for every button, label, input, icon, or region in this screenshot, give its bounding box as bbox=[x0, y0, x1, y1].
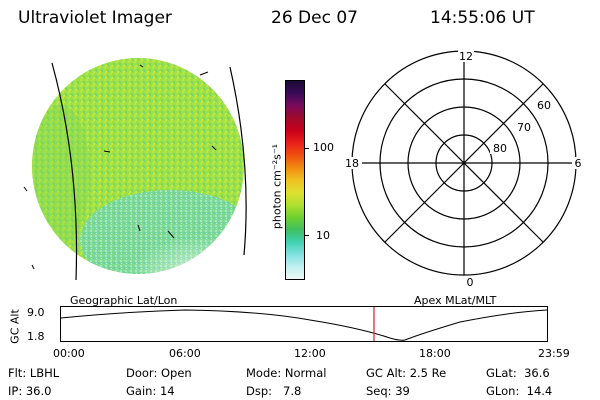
geographic-label: Geographic Lat/Lon bbox=[70, 294, 178, 307]
x-tick-0000: 00:00 bbox=[53, 347, 85, 360]
colorbar-ticks bbox=[305, 80, 309, 280]
colorbar-tick-10: 10 bbox=[316, 229, 330, 242]
glat-value: 36.6 bbox=[524, 366, 550, 380]
time-label: 14:55:06 UT bbox=[430, 8, 535, 28]
polar-label-right: 6 bbox=[575, 157, 582, 170]
ip-value: 36.0 bbox=[25, 384, 52, 398]
altitude-plot bbox=[60, 306, 548, 342]
x-tick-1200: 12:00 bbox=[294, 347, 326, 360]
dsp-info: Dsp: 7.8 bbox=[246, 384, 302, 398]
door-info: Door: Open bbox=[126, 366, 192, 380]
seq-info: Seq: 39 bbox=[366, 384, 410, 398]
gain-value: 14 bbox=[159, 384, 175, 398]
date-label: 26 Dec 07 bbox=[271, 8, 358, 28]
apex-label: Apex MLat/MLT bbox=[414, 294, 497, 307]
glon-info: GLon: 14.4 bbox=[486, 384, 553, 398]
ring-label-80: 80 bbox=[493, 142, 507, 155]
mode-value: Normal bbox=[284, 366, 327, 380]
uv-image-panel bbox=[23, 58, 247, 281]
x-tick-2359: 23:59 bbox=[538, 347, 570, 360]
instrument-title: Ultraviolet Imager bbox=[18, 8, 172, 28]
polar-label-top: 12 bbox=[459, 50, 473, 63]
ring-label-70: 70 bbox=[517, 121, 531, 134]
ip-info: IP: 36.0 bbox=[8, 384, 52, 398]
gcalt-value: 2.5 Re bbox=[409, 366, 447, 380]
x-tick-0600: 06:00 bbox=[169, 347, 201, 360]
grid-tick-marks bbox=[23, 64, 217, 270]
x-tick-1800: 18:00 bbox=[419, 347, 451, 360]
altitude-y-tick-max: 9.0 bbox=[27, 306, 45, 319]
door-value: Open bbox=[160, 366, 192, 380]
filter-value: LBHL bbox=[29, 366, 60, 380]
glon-value: 14.4 bbox=[526, 384, 553, 398]
altitude-curve bbox=[60, 309, 548, 341]
dsp-value: 7.8 bbox=[283, 384, 302, 398]
colorbar bbox=[285, 80, 305, 280]
longitude-line-right bbox=[229, 66, 247, 256]
gain-info: Gain: 14 bbox=[126, 384, 175, 398]
longitude-line-left bbox=[51, 62, 78, 281]
altitude-y-tick-min: 1.8 bbox=[27, 330, 45, 343]
seq-value: 39 bbox=[395, 384, 410, 398]
polar-label-left: 18 bbox=[345, 157, 359, 170]
mode-info: Mode: Normal bbox=[246, 366, 327, 380]
polar-plot: 12 0 18 6 60 70 80 bbox=[342, 50, 584, 289]
gcalt-info: GC Alt: 2.5 Re bbox=[366, 366, 447, 380]
altitude-y-label: GC Alt bbox=[8, 309, 22, 344]
ring-label-60: 60 bbox=[537, 99, 551, 112]
polar-diagonal-2 bbox=[384, 83, 544, 243]
colorbar-unit-label: photon cm⁻²s⁻¹ bbox=[270, 143, 284, 230]
earth-disk bbox=[32, 58, 244, 274]
polar-label-bottom: 0 bbox=[467, 276, 474, 289]
glat-info: GLat: 36.6 bbox=[486, 366, 550, 380]
colorbar-tick-100: 100 bbox=[313, 141, 334, 154]
filter-info: Flt: LBHL bbox=[8, 366, 60, 380]
